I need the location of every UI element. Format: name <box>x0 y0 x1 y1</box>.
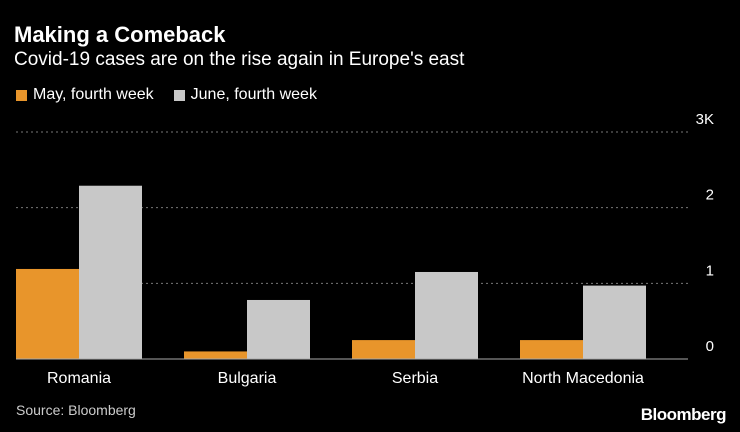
source-note: Source: Bloomberg <box>16 402 136 418</box>
bar <box>583 285 646 359</box>
y-tick-label: 0 <box>706 338 714 355</box>
bar <box>247 299 310 359</box>
bar <box>184 351 247 359</box>
x-tick-label: Romania <box>47 370 111 387</box>
bar <box>352 340 415 359</box>
legend-label-june: June, fourth week <box>190 86 317 103</box>
legend-item-may: May, fourth week <box>16 86 154 104</box>
legend-swatch-june <box>173 89 185 101</box>
x-tick-label: North Macedonia <box>522 370 644 387</box>
y-tick-label: 1 <box>706 262 714 279</box>
y-tick-label: 2 <box>706 187 714 204</box>
x-tick-label: Serbia <box>392 370 438 387</box>
bar <box>79 185 142 359</box>
chart-title: Making a Comeback <box>14 22 226 47</box>
bloomberg-logo: Bloomberg <box>640 405 727 424</box>
legend: May, fourth week June, fourth week <box>16 86 317 104</box>
bar <box>415 271 478 359</box>
y-tick-label: 3K <box>696 111 714 128</box>
chart-subtitle: Covid-19 cases are on the rise again in … <box>14 49 465 70</box>
bar <box>16 268 79 359</box>
x-tick-label: Bulgaria <box>218 370 277 387</box>
legend-swatch-may <box>16 89 27 101</box>
bar <box>520 340 583 359</box>
legend-item-june: June, fourth week <box>173 86 317 104</box>
legend-label-may: May, fourth week <box>33 86 154 103</box>
